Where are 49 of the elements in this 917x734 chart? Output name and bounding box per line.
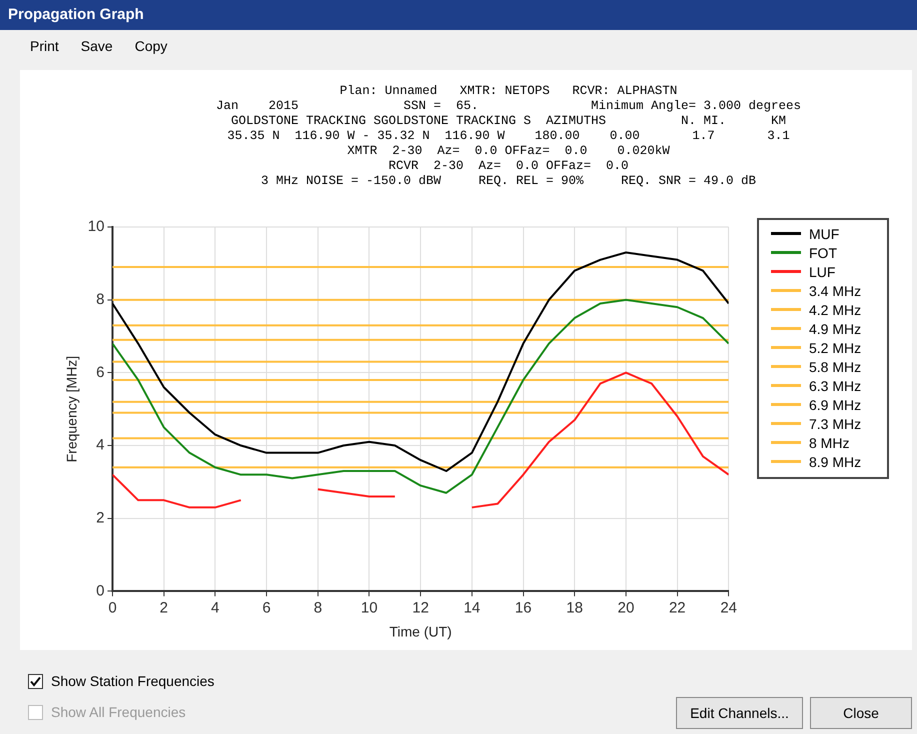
text: GOLDSTONE TRACKING SGOLDSTONE TRACKING S AZIMUTHS N. MI. KM (230, 114, 788, 129)
legend-label: 7.3 MHz (809, 416, 862, 432)
legend-label: 8 MHz (809, 434, 850, 450)
text: Close (810, 697, 912, 729)
legend-label: 4.9 MHz (809, 320, 862, 336)
x-tick-label: 14 (464, 599, 480, 616)
legend-label: 6.9 MHz (809, 396, 862, 412)
text: Edit Channels... (676, 697, 803, 729)
x-tick-label: 4 (211, 599, 220, 616)
legend-label: LUF (809, 264, 836, 280)
legend-label: 5.8 MHz (809, 358, 862, 374)
legend-label: 5.2 MHz (809, 340, 862, 356)
legend-label: FOT (809, 244, 837, 260)
text: 3 MHz NOISE = -150.0 dBW REQ. REL = 90% REQ. SNR = 49.0 dB (260, 174, 758, 189)
legend-label: 4.2 MHz (809, 302, 862, 318)
x-tick-label: 16 (514, 599, 532, 616)
y-tick-label: 6 (96, 364, 104, 381)
text: Save (80, 38, 113, 54)
x-tick-label: 6 (262, 599, 271, 616)
x-tick-label: 20 (618, 599, 634, 616)
text: Jan 2015 SSN = 65. Minimum Angle= 3.000 degrees (214, 99, 802, 114)
y-tick-label: 10 (88, 218, 104, 236)
x-tick-label: 2 (160, 599, 168, 616)
text: Plan: Unnamed XMTR: NETOPS RCVR: ALPHASTN (338, 84, 678, 99)
x-tick-label: 8 (314, 599, 322, 616)
x-tick-label: 22 (668, 599, 686, 616)
legend-label: 3.4 MHz (809, 282, 862, 298)
text: Copy (134, 38, 168, 54)
text: Show All Frequencies (51, 704, 186, 720)
y-axis-title: Frequency [MHz] (63, 356, 80, 462)
text: 35.35 N 116.90 W - 35.32 N 116.90 W 180.00 0.00 1.7 3.1 (226, 129, 791, 144)
x-tick-label: 12 (412, 599, 429, 616)
text: RCVR 2-30 Az= 0.0 OFFaz= 0.0 (387, 159, 630, 174)
x-axis-title: Time (UT) (389, 623, 452, 640)
legend-label: MUF (809, 226, 840, 242)
x-tick-label: 18 (566, 599, 583, 616)
text: Print (30, 38, 59, 54)
y-tick-label: 8 (96, 290, 104, 308)
x-tick-label: 10 (360, 599, 378, 616)
chart-title: Propagation Graph (0, 0, 917, 30)
legend-label: 6.3 MHz (809, 378, 862, 394)
y-tick-label: 0 (96, 582, 104, 600)
x-tick-label: 0 (108, 599, 117, 616)
legend-label: 8.9 MHz (809, 454, 862, 470)
text: Show Station Frequencies (51, 673, 214, 689)
y-tick-label: 2 (96, 510, 104, 526)
x-tick-label: 24 (720, 599, 737, 616)
text: XMTR 2-30 Az= 0.0 OFFaz= 0.0 0.020kW (346, 144, 671, 159)
y-tick-label: 4 (96, 436, 104, 454)
